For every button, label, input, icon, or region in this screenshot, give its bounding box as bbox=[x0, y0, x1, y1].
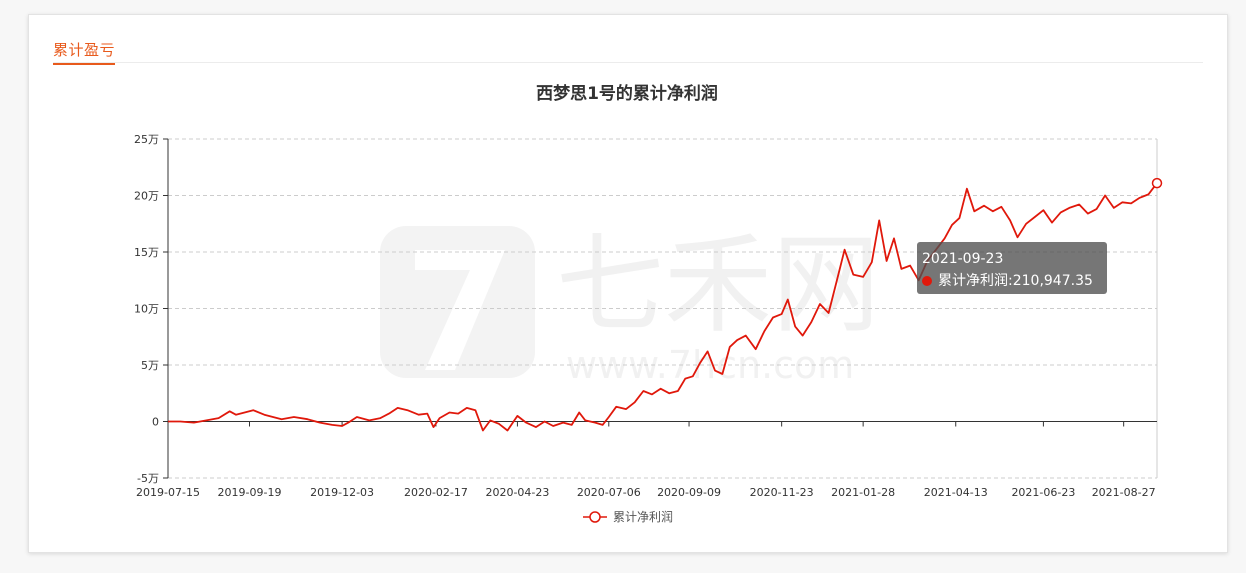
legend[interactable]: 累计净利润 bbox=[583, 510, 673, 524]
x-tick-label: 2019-07-15 bbox=[136, 486, 200, 499]
tooltip-colon: : bbox=[1008, 273, 1013, 289]
x-tick-label: 2020-02-17 bbox=[404, 486, 468, 499]
series-line bbox=[168, 182, 1158, 432]
x-tick-label: 2020-04-23 bbox=[485, 486, 549, 499]
x-tick-label: 2021-01-28 bbox=[831, 486, 895, 499]
y-tick-label: 15万 bbox=[134, 246, 159, 259]
watermark-logo-slash bbox=[415, 250, 505, 370]
x-tick-label: 2020-07-06 bbox=[577, 486, 641, 499]
y-tick-label: 25万 bbox=[134, 133, 159, 146]
tooltip-row: 累计净利润 : 210,947.35 bbox=[922, 270, 1107, 292]
tooltip-series-dot bbox=[922, 276, 932, 286]
legend-marker bbox=[589, 511, 601, 523]
data-tooltip: 2021-09-23 累计净利润 : 210,947.35 bbox=[917, 242, 1107, 294]
x-tick-label: 2020-11-23 bbox=[750, 486, 814, 499]
y-tick-label: -5万 bbox=[137, 472, 159, 485]
y-tick-label: 10万 bbox=[134, 303, 159, 316]
x-tick-label: 2019-12-03 bbox=[310, 486, 374, 499]
y-tick-label: 0 bbox=[152, 416, 159, 429]
x-tick-label: 2019-09-19 bbox=[218, 486, 282, 499]
y-tick-label: 5万 bbox=[141, 359, 159, 372]
section-divider bbox=[53, 62, 1203, 63]
highlighted-data-point bbox=[1151, 177, 1163, 189]
chart-title: 西梦思1号的累计净利润 bbox=[536, 83, 718, 104]
tooltip-value: 210,947.35 bbox=[1012, 273, 1093, 289]
x-tick-label: 2021-08-27 bbox=[1092, 486, 1156, 499]
x-tick-label: 2021-06-23 bbox=[1011, 486, 1075, 499]
watermark: 七禾网 www.7hcn.com bbox=[380, 223, 880, 387]
section-title-tab[interactable]: 累计盈亏 bbox=[53, 39, 116, 65]
watermark-brand: 七禾网 bbox=[556, 223, 880, 348]
y-tick-label: 20万 bbox=[134, 190, 159, 203]
x-tick-label: 2021-04-13 bbox=[924, 486, 988, 499]
series-layer bbox=[168, 177, 1163, 432]
tooltip-date: 2021-09-23 bbox=[922, 251, 1004, 267]
x-tick-label: 2020-09-09 bbox=[657, 486, 721, 499]
legend-label: 累计净利润 bbox=[613, 510, 673, 524]
tooltip-series-name: 累计净利润 bbox=[938, 273, 1008, 289]
